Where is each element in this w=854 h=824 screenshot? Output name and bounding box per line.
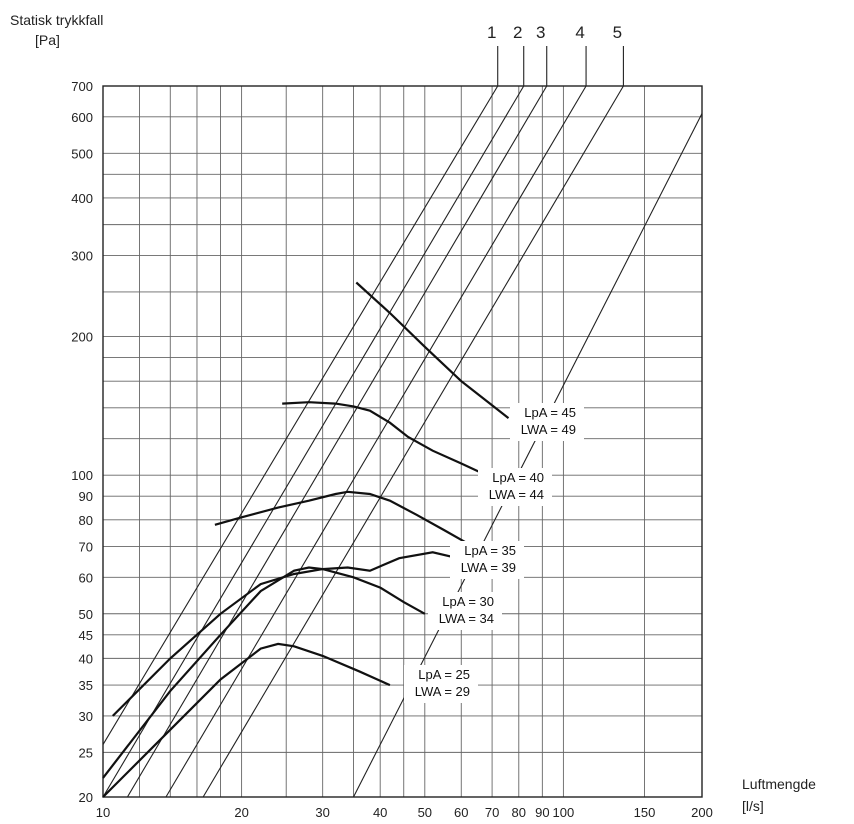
y-tick-label: 50 xyxy=(79,607,93,622)
y-axis-label: Statisk trykkfall xyxy=(10,12,104,28)
noise-curve xyxy=(282,401,504,483)
noise-curve xyxy=(214,490,496,560)
y-tick-label: 70 xyxy=(79,539,93,554)
x-tick-label: 100 xyxy=(553,805,575,820)
x-tick-label: 40 xyxy=(373,805,387,820)
y-tick-label: 20 xyxy=(79,790,93,805)
x-tick-label: 30 xyxy=(315,805,329,820)
system-curve-number: 1 xyxy=(487,23,496,42)
noise-label-bg xyxy=(510,403,584,441)
y-tick-label: 200 xyxy=(71,330,93,345)
x-tick-label: 90 xyxy=(535,805,549,820)
system-curve-number: 4 xyxy=(575,23,584,42)
noise-label-lwa: LWA = 29 xyxy=(415,684,470,699)
y-tick-label: 600 xyxy=(71,110,93,125)
noise-label-bg xyxy=(404,665,478,703)
y-tick-label: 80 xyxy=(79,513,93,528)
noise-label-lpa: LpA = 30 xyxy=(442,594,494,609)
x-tick-label: 70 xyxy=(485,805,499,820)
system-curve-line xyxy=(126,85,548,798)
noise-label-bg xyxy=(428,592,502,630)
noise-label-lwa: LWA = 49 xyxy=(521,422,576,437)
noise-label-bg xyxy=(450,541,524,579)
noise-curve xyxy=(102,566,426,779)
system-curve-line xyxy=(165,85,587,798)
y-tick-label: 400 xyxy=(71,191,93,206)
y-tick-label: 45 xyxy=(79,628,93,643)
y-tick-label: 30 xyxy=(79,709,93,724)
y-tick-label: 700 xyxy=(71,79,93,94)
plot-frame xyxy=(102,85,703,798)
x-tick-label: 20 xyxy=(234,805,248,820)
x-axis-unit: [l/s] xyxy=(742,798,764,814)
y-tick-label: 100 xyxy=(71,468,93,483)
noise-label-bg xyxy=(478,468,552,506)
noise-label-lpa: LpA = 25 xyxy=(418,667,470,682)
system-curve-number: 2 xyxy=(513,23,522,42)
y-tick-label: 35 xyxy=(79,678,93,693)
x-tick-label: 60 xyxy=(454,805,468,820)
y-tick-label: 25 xyxy=(79,745,93,760)
noise-label-lwa: LWA = 39 xyxy=(461,560,516,575)
noise-curve xyxy=(102,642,391,798)
system-curve-line xyxy=(102,85,525,798)
noise-label-lpa: LpA = 40 xyxy=(492,470,544,485)
noise-curve xyxy=(112,551,459,717)
y-tick-label: 500 xyxy=(71,146,93,161)
x-tick-label: 10 xyxy=(96,805,110,820)
y-tick-label: 60 xyxy=(79,570,93,585)
x-tick-label: 80 xyxy=(512,805,526,820)
x-tick-label: 50 xyxy=(418,805,432,820)
x-tick-label: 150 xyxy=(634,805,656,820)
system-curve-line xyxy=(102,85,499,745)
noise-label-lwa: LWA = 44 xyxy=(489,487,544,502)
noise-label-lwa: LWA = 34 xyxy=(439,611,494,626)
system-curve-number: 3 xyxy=(536,23,545,42)
x-axis-label: Luftmengde xyxy=(742,776,816,792)
noise-curve xyxy=(355,281,510,419)
y-tick-label: 90 xyxy=(79,489,93,504)
y-tick-label: 300 xyxy=(71,248,93,263)
noise-label-lpa: LpA = 45 xyxy=(524,405,576,420)
system-curve-number: 5 xyxy=(613,23,622,42)
x-tick-label: 200 xyxy=(691,805,713,820)
noise-label-lpa: LpA = 35 xyxy=(464,543,516,558)
y-tick-label: 40 xyxy=(79,651,93,666)
y-axis-unit: [Pa] xyxy=(35,32,60,48)
system-curve-line xyxy=(202,85,624,798)
